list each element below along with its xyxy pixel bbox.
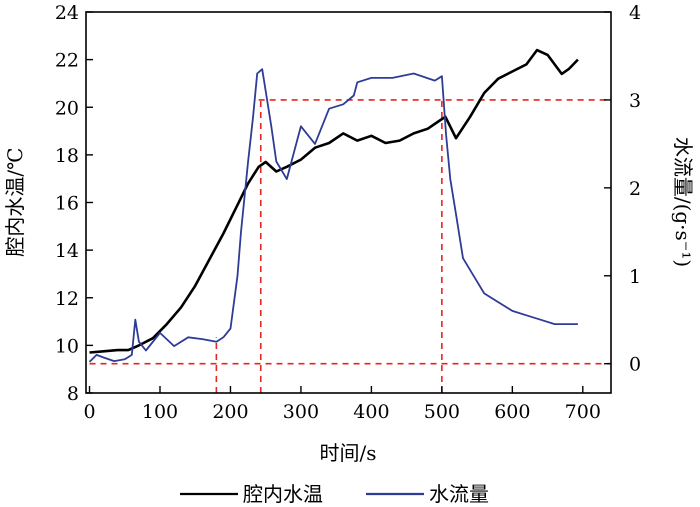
left-tick-label: 10 — [55, 335, 79, 357]
right-tick-label: 3 — [629, 90, 641, 112]
series-line-temperature — [89, 48, 579, 354]
right-tick-label: 4 — [629, 2, 641, 24]
legend: 腔内水温 水流量 — [180, 482, 489, 506]
left-tick-label: 8 — [67, 383, 79, 405]
left-tick-label: 14 — [55, 240, 79, 262]
series-line-flow — [88, 68, 578, 363]
left-tick-label: 24 — [55, 2, 79, 24]
plot-frame — [85, 11, 612, 394]
x-tick-label: 600 — [494, 401, 530, 423]
left-tick-label: 12 — [55, 288, 79, 310]
series-layer — [88, 48, 579, 363]
right-tick-label: 1 — [629, 266, 641, 288]
left-tick-label: 18 — [55, 145, 79, 167]
right-tick-label: 0 — [629, 354, 641, 376]
x-tick-label: 100 — [142, 401, 178, 423]
left-axis-title: 腔内水温/℃ — [3, 147, 27, 256]
axes: 0 100 200 300 400 500 600 700810121416182022240… — [55, 2, 641, 423]
legend-label-temperature: 腔内水温 — [243, 482, 323, 506]
x-tick-label: 500 — [424, 401, 460, 423]
reference-lines — [89, 99, 611, 393]
left-tick-label: 22 — [55, 50, 79, 72]
left-tick-label: 16 — [55, 193, 79, 215]
x-axis-title: 时间/s — [319, 441, 376, 465]
x-tick-label: 300 — [283, 401, 319, 423]
x-tick-label: 400 — [353, 401, 389, 423]
right-axis-title: 水流量/(g·s⁻¹) — [671, 137, 695, 267]
x-tick-label: 700 — [565, 401, 601, 423]
x-tick-label: 0 — [83, 401, 95, 423]
left-tick-label: 20 — [55, 97, 79, 119]
legend-label-flow: 水流量 — [429, 482, 489, 506]
x-tick-label: 200 — [212, 401, 248, 423]
right-tick-label: 2 — [629, 178, 641, 200]
